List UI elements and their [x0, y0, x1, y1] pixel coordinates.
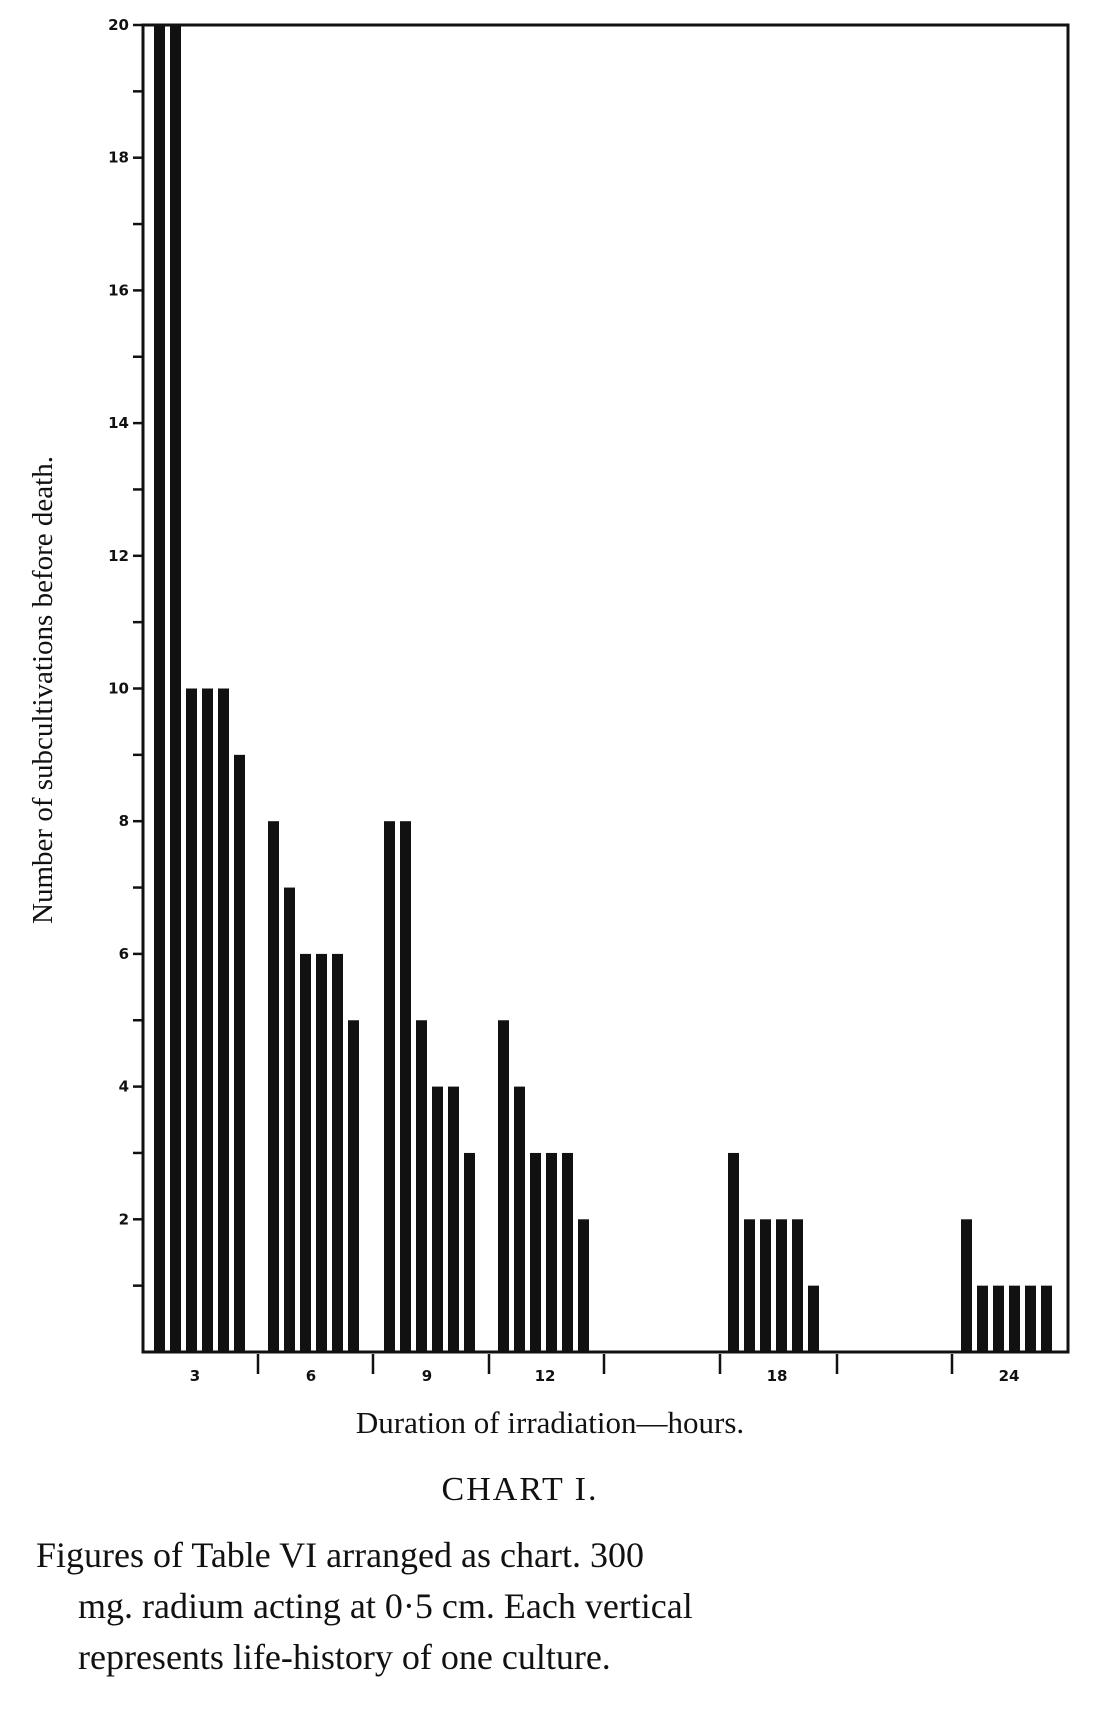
x-tick-label: 12 — [535, 1367, 556, 1385]
x-tick-label: 24 — [999, 1367, 1020, 1385]
bar — [234, 754, 245, 1352]
bar — [268, 821, 279, 1352]
bar — [562, 1152, 573, 1352]
bar — [530, 1152, 541, 1352]
x-tick-label: 3 — [190, 1367, 200, 1385]
bar — [1025, 1285, 1036, 1352]
bar — [300, 953, 311, 1352]
bar-group-9 — [384, 821, 475, 1352]
y-tick-label: 8 — [119, 812, 129, 830]
bar — [316, 953, 327, 1352]
chart-label: CHART I. — [442, 1471, 599, 1508]
bar — [993, 1285, 1004, 1352]
bar — [170, 25, 181, 1352]
bar — [546, 1152, 557, 1352]
bar — [776, 1219, 787, 1352]
bar — [432, 1086, 443, 1352]
y-tick-label: 16 — [108, 281, 129, 299]
bar — [578, 1219, 589, 1352]
bar — [154, 25, 165, 1352]
bar — [284, 887, 295, 1352]
bar — [808, 1285, 819, 1352]
bar — [202, 688, 213, 1352]
bar-group-3 — [154, 25, 245, 1352]
bar — [400, 821, 411, 1352]
bar-group-6 — [268, 821, 359, 1352]
bar — [416, 1020, 427, 1352]
plot-border — [141, 23, 1070, 1354]
bar — [348, 1020, 359, 1352]
x-tick-label: 18 — [767, 1367, 788, 1385]
bar-group-12 — [498, 1020, 589, 1352]
x-axis: 3 6 9 12 18 24 — [190, 1354, 1020, 1385]
x-tick-label: 9 — [422, 1367, 432, 1385]
y-tick-label: 18 — [108, 149, 129, 167]
bar — [1009, 1285, 1020, 1352]
y-tick-label: 4 — [119, 1078, 129, 1096]
bar — [498, 1020, 509, 1352]
bar-group-18 — [728, 1152, 819, 1352]
bar — [218, 688, 229, 1352]
bar — [1041, 1285, 1052, 1352]
bar — [760, 1219, 771, 1352]
bar — [464, 1152, 475, 1352]
bar — [744, 1219, 755, 1352]
x-axis-title: Duration of irradiation—hours. — [356, 1405, 744, 1440]
bar — [384, 821, 395, 1352]
bar — [792, 1219, 803, 1352]
plot-frame — [141, 23, 1070, 1354]
y-tick-label: 2 — [119, 1210, 129, 1228]
y-axis-title: Number of subcultivations before death. — [27, 456, 59, 924]
caption-line: mg. radium acting at 0·5 cm. Each vertic… — [78, 1586, 693, 1626]
y-axis: 2 4 6 8 10 12 14 16 18 20 — [108, 16, 143, 1287]
bar — [186, 688, 197, 1352]
bar — [514, 1086, 525, 1352]
y-tick-label: 12 — [108, 547, 129, 565]
caption-line: represents life-history of one culture. — [78, 1637, 611, 1677]
bar — [728, 1152, 739, 1352]
bar — [332, 953, 343, 1352]
x-tick-label: 6 — [306, 1367, 316, 1385]
bar — [961, 1219, 972, 1352]
y-tick-label: 20 — [108, 16, 129, 34]
caption-line: Figures of Table VI arranged as chart. 3… — [36, 1535, 644, 1575]
bar — [977, 1285, 988, 1352]
bars — [154, 25, 1052, 1352]
bar-group-24 — [961, 1219, 1052, 1352]
y-tick-label: 6 — [119, 945, 129, 963]
bar — [448, 1086, 459, 1352]
y-tick-label: 10 — [108, 680, 129, 698]
y-tick-label: 14 — [108, 414, 129, 432]
